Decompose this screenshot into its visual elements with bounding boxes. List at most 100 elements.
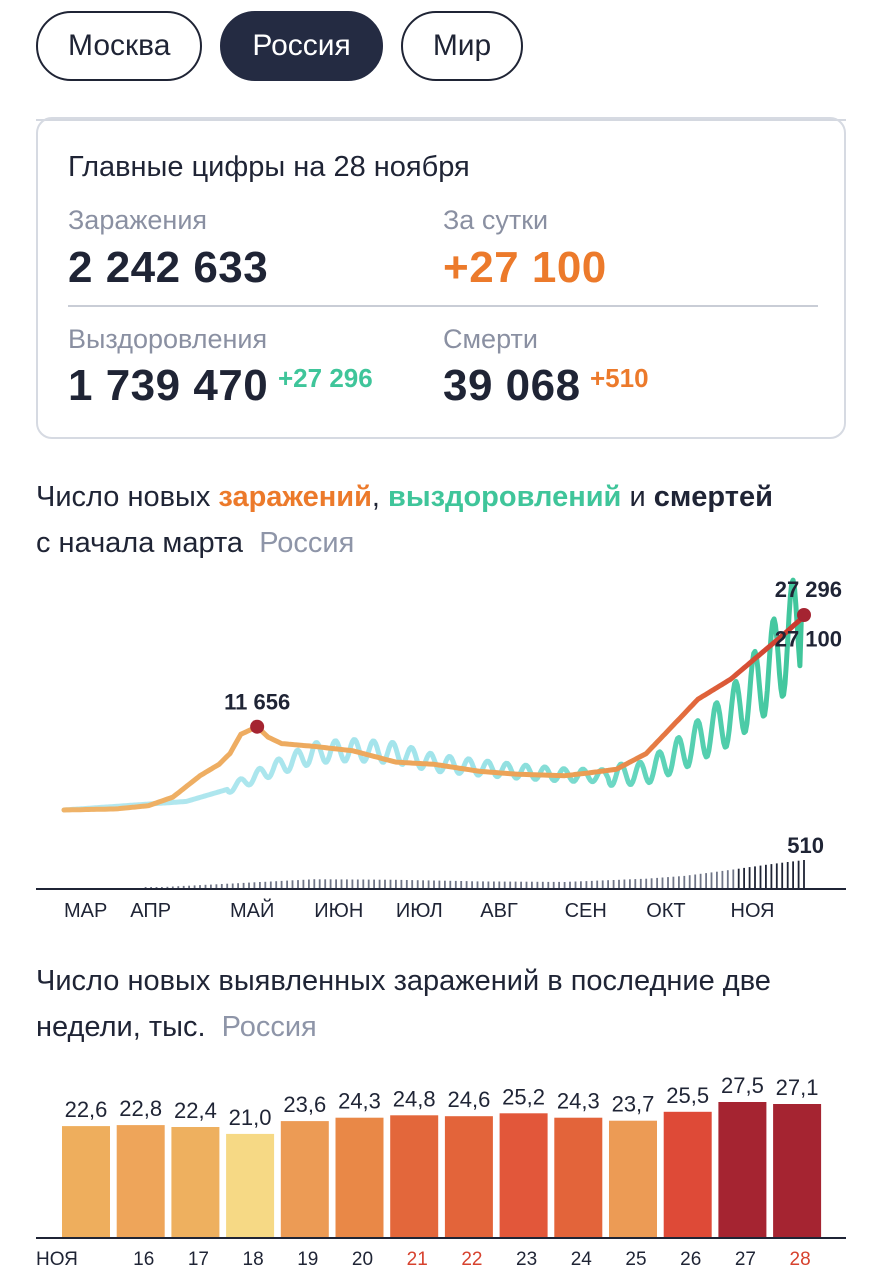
- death-bar: [743, 867, 745, 888]
- bar-value-label: 24,3: [338, 1089, 381, 1114]
- bar-value-label: 22,6: [65, 1097, 108, 1122]
- death-bar: [509, 881, 512, 888]
- death-bar: [705, 873, 707, 888]
- death-bar: [482, 881, 484, 888]
- bar-category-label: 18: [243, 1249, 264, 1270]
- heading-region: Россия: [259, 527, 355, 559]
- bar-value-label: 21,0: [229, 1105, 272, 1130]
- death-bar: [629, 879, 631, 888]
- death-bar: [574, 881, 577, 888]
- death-bar: [683, 875, 686, 888]
- bar-value-label: 25,2: [502, 1084, 545, 1109]
- death-bar: [471, 881, 473, 888]
- death-bar: [220, 884, 223, 888]
- tab-world[interactable]: Мир: [400, 11, 524, 81]
- heading-recoveries: выздоровлений: [388, 481, 622, 513]
- death-bar: [438, 880, 441, 888]
- bar-chart-heading: Число новых выявленных заражений в после…: [36, 958, 856, 1050]
- summary-card: Главные цифры на 28 ноября Заражения 2 2…: [36, 117, 846, 439]
- death-bar: [465, 881, 468, 888]
- death-bar: [667, 877, 669, 888]
- infections-label: Заражения: [68, 205, 208, 235]
- death-bar: [215, 884, 218, 888]
- bar-category-label: 17: [188, 1249, 209, 1270]
- death-bar: [318, 879, 321, 888]
- death-bar: [716, 871, 718, 888]
- death-bar: [759, 865, 762, 888]
- death-bar: [765, 864, 767, 888]
- death-bar: [797, 860, 800, 888]
- death-bar: [525, 881, 528, 888]
- infections-last-label: 27 100: [775, 626, 842, 651]
- month-labels: МАР АПР МАЙ ИЮН ИЮЛ АВГ СЕН ОКТ НОЯ: [64, 898, 775, 922]
- death-bar: [672, 876, 675, 888]
- death-bar: [721, 870, 724, 888]
- death-bar: [422, 880, 424, 888]
- heading-comma: ,: [371, 481, 389, 513]
- death-bar: [182, 885, 185, 888]
- death-bar: [286, 880, 288, 888]
- bar-24: [554, 1117, 603, 1237]
- death-bar: [520, 881, 522, 888]
- death-bar: [373, 879, 375, 888]
- death-bar: [242, 882, 245, 888]
- death-bar: [661, 877, 664, 888]
- death-bar: [210, 884, 212, 888]
- death-bar: [259, 882, 261, 888]
- death-bar: [389, 879, 392, 888]
- bar-category-label: 20: [352, 1249, 373, 1270]
- death-bar: [253, 882, 256, 888]
- death-bar: [188, 885, 190, 888]
- bar-value-label: 27,1: [776, 1075, 819, 1100]
- infections-peak-marker: [250, 719, 265, 734]
- infections-peak-label: 11 656: [224, 690, 290, 715]
- death-bar: [688, 875, 691, 888]
- recoveries-line: [61, 577, 807, 813]
- tab-russia[interactable]: Россия: [220, 11, 383, 81]
- bar-category-label: 23: [516, 1249, 537, 1270]
- month-label: НОЯ: [731, 900, 775, 922]
- death-bar: [454, 880, 457, 888]
- heading-and: и: [621, 481, 654, 513]
- death-bar: [580, 881, 582, 888]
- deaths-delta: +510: [590, 363, 649, 393]
- death-bar: [650, 878, 653, 888]
- bar-category-label: НОЯ: [36, 1249, 78, 1270]
- death-bar: [351, 879, 354, 888]
- death-bar: [226, 883, 229, 888]
- bar-category-label: 28: [790, 1249, 811, 1270]
- daily-value: +27 100: [443, 243, 607, 292]
- death-bar: [487, 881, 490, 888]
- death-bar: [460, 881, 463, 888]
- death-bar: [726, 870, 729, 888]
- bar-value-label: 27,5: [721, 1073, 764, 1098]
- death-bar: [155, 887, 158, 888]
- bar-19: [280, 1121, 329, 1237]
- bar-heading-region: Россия: [221, 1011, 317, 1043]
- death-bar: [231, 883, 234, 888]
- bar-value-label: 22,8: [119, 1096, 162, 1121]
- bar-16: [116, 1125, 165, 1237]
- death-bar: [161, 887, 163, 888]
- death-bar: [302, 879, 305, 888]
- bar-category-label: 25: [625, 1249, 646, 1270]
- death-bar: [297, 880, 299, 888]
- bar-category-label: 19: [297, 1249, 318, 1270]
- death-bar: [699, 873, 702, 888]
- death-bar: [607, 880, 609, 888]
- death-bar: [590, 880, 593, 888]
- card-divider: [68, 305, 818, 307]
- death-bar: [166, 886, 169, 888]
- bar-value-label: 23,6: [283, 1092, 326, 1117]
- death-bar: [792, 861, 794, 888]
- death-bar: [803, 860, 805, 888]
- death-bar: [639, 878, 642, 888]
- death-bar: [754, 866, 756, 888]
- tab-moscow[interactable]: Москва: [36, 11, 203, 81]
- infections-line: [61, 613, 807, 813]
- bar-value-label: 25,5: [666, 1083, 709, 1108]
- death-bar: [645, 878, 648, 888]
- death-bar: [308, 879, 310, 888]
- bar-value-label: 24,8: [393, 1086, 436, 1111]
- month-label: АПР: [130, 900, 171, 922]
